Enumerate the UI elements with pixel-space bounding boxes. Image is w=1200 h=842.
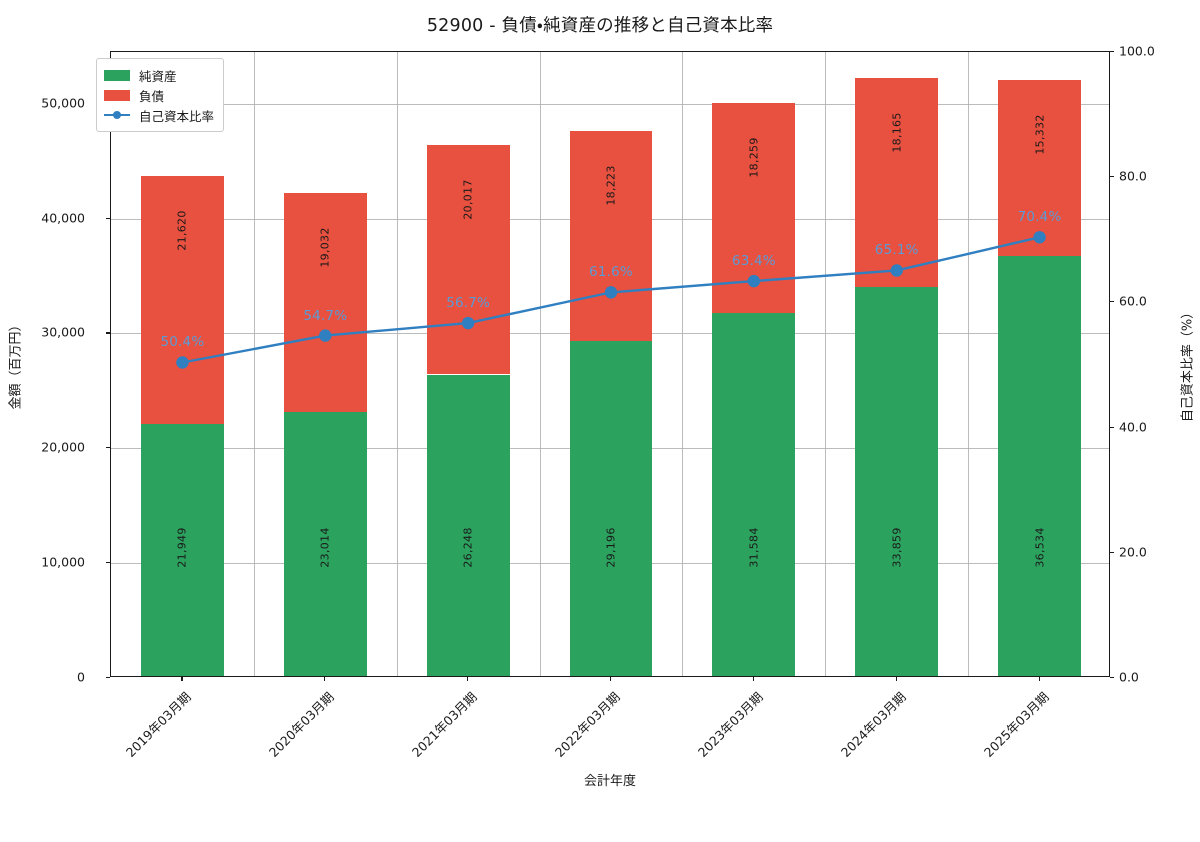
- x-axis-tick-label: 2019年03月期: [123, 689, 195, 760]
- legend-swatch-net-assets: [104, 69, 130, 81]
- y-axis-left-tick-mark: [106, 677, 110, 679]
- legend-label-liabilities: 負債: [139, 88, 165, 104]
- x-axis-tick-label: 2023年03月期: [694, 689, 766, 760]
- chart-figure: 52900 - 負債・純資産の推移と自己資本比率 金額（百万円） 自己資本比率（…: [9, 16, 1196, 789]
- y-axis-right-tick-mark: [1110, 551, 1114, 553]
- bar-value-label-liabilities: 18,223: [604, 165, 618, 206]
- bar-segment-net-assets[interactable]: [712, 313, 796, 676]
- y-axis-left-tick-mark: [106, 447, 110, 449]
- bar-value-label-net-assets: 36,534: [1033, 527, 1047, 568]
- legend-label-net-assets: 純資産: [139, 68, 177, 84]
- gridline-vertical: [968, 52, 970, 676]
- y-axis-left-tick-label: 30,000: [41, 324, 85, 340]
- y-axis-right-tick-label: 0.0: [1119, 669, 1139, 685]
- bar-segment-net-assets[interactable]: [141, 423, 224, 676]
- bar-value-label-liabilities: 18,165: [890, 112, 904, 154]
- y-axis-right-tick-label: 80.0: [1119, 168, 1147, 184]
- bar-value-label-net-assets: 31,584: [747, 527, 761, 568]
- y-axis-right-tick-label: 20.0: [1119, 544, 1147, 560]
- y-axis-left-tick-mark: [106, 332, 110, 334]
- x-axis-tick-label: 2024年03月期: [837, 689, 909, 760]
- x-axis-tick-mark: [181, 677, 183, 681]
- x-axis-tick-label: 2022年03月期: [551, 689, 623, 760]
- gridline-vertical: [825, 52, 827, 676]
- bar-segment-net-assets[interactable]: [569, 340, 653, 676]
- gridline-vertical: [539, 52, 541, 676]
- legend-item-net-assets[interactable]: 純資産: [104, 65, 214, 85]
- bar-group[interactable]: 33,859 18,165: [855, 52, 939, 676]
- x-axis-tick-mark: [752, 677, 754, 681]
- bar-value-label-liabilities: 19,032: [318, 227, 332, 268]
- y-axis-right-tick-label: 60.0: [1119, 293, 1147, 309]
- bar-segment-liabilities[interactable]: [712, 103, 796, 314]
- legend-label-equity-ratio: 自己資本比率: [139, 108, 215, 124]
- legend-line-equity-ratio: [104, 110, 130, 121]
- x-axis-tick-label: 2020年03月期: [266, 689, 338, 760]
- gridline-vertical: [682, 52, 684, 676]
- bar-segment-net-assets[interactable]: [426, 374, 510, 676]
- page-title: 52900 - 負債・純資産の推移と自己資本比率: [426, 16, 774, 36]
- bar-value-label-net-assets: 23,014: [318, 527, 332, 568]
- y-axis-left-tick-label: 10,000: [41, 554, 85, 570]
- gridline-vertical: [396, 52, 398, 676]
- y-axis-right-tick-mark: [1110, 677, 1114, 679]
- chart-legend[interactable]: 純資産 負債 自己資本比率: [96, 58, 225, 132]
- bar-group[interactable]: 26,248 20,017: [426, 52, 510, 676]
- y-axis-right-tick-mark: [1110, 301, 1114, 303]
- legend-item-equity-ratio[interactable]: 自己資本比率: [104, 105, 214, 125]
- x-axis-tick-mark: [467, 677, 469, 681]
- bar-segment-liabilities[interactable]: [998, 80, 1081, 257]
- x-axis-tick-mark: [324, 677, 326, 681]
- gridline-vertical: [253, 52, 255, 676]
- y-axis-right-tick-mark: [1110, 51, 1114, 53]
- bar-group[interactable]: 21,949 21,620: [141, 52, 224, 676]
- bar-value-label-liabilities: 21,620: [175, 209, 189, 251]
- bar-value-label-net-assets: 33,859: [890, 527, 904, 568]
- y-axis-left-tick-label: 20,000: [41, 439, 85, 455]
- x-axis-title: 会計年度: [583, 774, 637, 789]
- plot-area: 21,949 21,620 23,014 19,032 26,248 20,017 29,1…: [110, 51, 1110, 677]
- y-axis-right-title: 自己資本比率（%）: [1180, 305, 1196, 423]
- bar-segment-net-assets[interactable]: [283, 411, 367, 676]
- x-axis-tick-label: 2025年03月期: [980, 689, 1052, 760]
- bar-group[interactable]: 29,196 18,223: [569, 52, 653, 676]
- x-axis-tick-label: 2021年03月期: [409, 689, 480, 760]
- bar-value-label-liabilities: 18,259: [747, 137, 761, 179]
- y-axis-right-tick-label: 100.0: [1119, 43, 1155, 59]
- x-axis-tick-mark: [895, 677, 897, 681]
- legend-item-liabilities[interactable]: 負債: [104, 85, 214, 105]
- bar-value-label-net-assets: 29,196: [604, 527, 618, 568]
- y-axis-left-tick-mark: [106, 562, 110, 564]
- bar-segment-liabilities[interactable]: [569, 131, 653, 341]
- bar-segment-net-assets[interactable]: [998, 256, 1081, 676]
- bar-value-label-liabilities: 20,017: [461, 178, 475, 220]
- gridline-horizontal: [111, 103, 1109, 105]
- bar-group[interactable]: 23,014 19,032: [283, 52, 367, 676]
- bar-group[interactable]: 36,534 15,332: [998, 52, 1081, 676]
- y-axis-right-tick-mark: [1110, 426, 1114, 428]
- y-axis-right-tick-label: 40.0: [1119, 419, 1147, 435]
- plot-inner: 21,949 21,620 23,014 19,032 26,248 20,017 29,1…: [111, 52, 1109, 676]
- bar-value-label-net-assets: 26,248: [461, 527, 475, 568]
- y-axis-left-tick-label: 0: [77, 669, 85, 685]
- bar-group[interactable]: 31,584 18,259: [712, 52, 796, 676]
- x-axis-tick-mark: [1038, 677, 1040, 681]
- y-axis-right-tick-mark: [1110, 176, 1114, 178]
- bar-segment-net-assets[interactable]: [855, 287, 939, 676]
- bar-segment-liabilities[interactable]: [855, 78, 939, 288]
- y-axis-left-tick-label: 50,000: [41, 95, 85, 111]
- bar-value-label-net-assets: 21,949: [175, 527, 189, 568]
- legend-swatch-liabilities: [104, 89, 130, 101]
- y-axis-left-tick-label: 40,000: [41, 210, 85, 226]
- x-axis-tick-mark: [610, 677, 612, 681]
- bar-value-label-liabilities: 15,332: [1033, 114, 1047, 155]
- y-axis-left-tick-mark: [106, 217, 110, 219]
- bar-segment-liabilities[interactable]: [283, 193, 367, 412]
